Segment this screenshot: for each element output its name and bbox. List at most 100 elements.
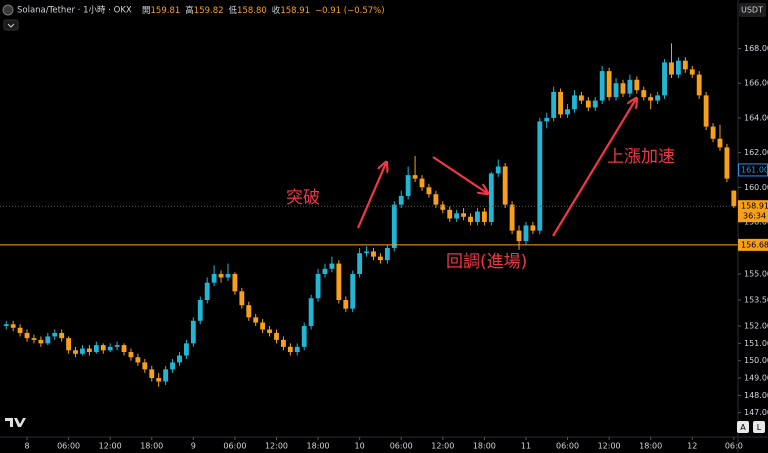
candle-body xyxy=(565,109,570,115)
collapse-button[interactable] xyxy=(3,19,19,31)
candle-body xyxy=(488,173,494,222)
price-label: 158.91 xyxy=(741,202,768,211)
candle-body xyxy=(675,60,681,75)
candle-body xyxy=(468,216,473,222)
x-axis: 8 06:00 12:00 18:00 9 06:00 12:00 18:00 10 06:00 1… xyxy=(24,437,743,451)
candle-body xyxy=(322,268,328,274)
x-tick-label: 12:00 xyxy=(265,442,288,451)
tradingview-logo xyxy=(5,418,26,427)
ohlc-label: 低 xyxy=(229,5,238,16)
candle-body xyxy=(267,329,272,333)
ohlc-value: 158.80 xyxy=(237,6,267,16)
y-tick-label: 164.00 xyxy=(744,113,768,122)
chart-title: Solana/Tether · 1小時 · OKX xyxy=(17,5,132,16)
candle-body xyxy=(530,225,536,231)
log-scale-button[interactable] xyxy=(753,421,765,433)
candle-body xyxy=(66,338,72,351)
change: −0.91 (−0.57%) xyxy=(315,6,385,16)
candle-body xyxy=(613,83,619,98)
candle-body xyxy=(225,273,231,278)
x-tick-label: 18:00 xyxy=(639,442,662,451)
candle-body xyxy=(378,256,383,261)
x-tick-label: 8 xyxy=(24,442,29,451)
candle-body xyxy=(627,79,633,94)
candle-body xyxy=(558,91,564,115)
candle-body xyxy=(537,121,543,231)
ohlc-label: 高 xyxy=(185,5,194,16)
price-label-box xyxy=(738,200,768,223)
candle-body xyxy=(218,273,224,278)
candle-body xyxy=(669,62,674,75)
candle-body xyxy=(461,213,467,217)
candle-body xyxy=(703,95,709,127)
candle-body xyxy=(163,369,169,382)
candle-body xyxy=(260,322,266,330)
x-tick-label: 10 xyxy=(355,442,365,451)
candle-body xyxy=(572,95,577,110)
annotation: 上漲加速 xyxy=(607,147,675,167)
x-tick-label: 18:00 xyxy=(140,442,163,451)
y-tick-label: 149.00 xyxy=(744,374,768,383)
collapse-icon xyxy=(7,23,15,28)
candle-body xyxy=(710,126,716,139)
ohlc-value: 158.91 xyxy=(280,6,310,16)
candle-body xyxy=(45,336,51,344)
x-tick-label: 06:0 xyxy=(725,442,743,451)
currency-button[interactable] xyxy=(739,3,766,17)
candle-body xyxy=(454,213,460,219)
x-tick-label: 12:00 xyxy=(598,442,621,451)
candle-body xyxy=(204,282,210,301)
candle-body xyxy=(10,324,16,328)
candle-body xyxy=(384,247,390,261)
candle-body xyxy=(509,204,515,231)
candle-body xyxy=(481,211,487,222)
x-tick-label: 18:00 xyxy=(307,442,330,451)
x-tick-label: 06:00 xyxy=(57,442,80,451)
candle-body xyxy=(232,273,238,292)
y-tick-label: 160.00 xyxy=(744,183,768,192)
annotation: 回調(進場) xyxy=(446,252,527,272)
ohlc-label: 開 xyxy=(142,6,151,16)
x-tick-label: 12:00 xyxy=(431,442,454,451)
candle-body xyxy=(17,327,23,333)
candle-body xyxy=(197,300,203,321)
candle-body xyxy=(93,345,99,353)
candle-body xyxy=(696,74,702,96)
y-tick-label: 168.00 xyxy=(744,44,768,53)
candle-body xyxy=(523,225,529,242)
candle-body xyxy=(433,194,439,205)
symbol-icon[interactable] xyxy=(2,4,14,16)
candle-body xyxy=(398,195,404,205)
candle-body xyxy=(135,357,141,363)
candle-body xyxy=(239,291,245,306)
candle-body xyxy=(634,79,640,91)
x-tick-label: 06:00 xyxy=(390,442,413,451)
y-tick-label: 152.00 xyxy=(744,322,768,331)
y-tick-label: 155.00 xyxy=(744,269,768,278)
candle-body xyxy=(648,97,654,101)
candle-body xyxy=(412,175,418,179)
ohlc-header: 開159.81 高159.82 低158.80 收158.91 −0.91 (−0.57… xyxy=(142,5,385,16)
candle-body xyxy=(301,326,307,347)
candle-body xyxy=(731,190,737,207)
plot-area xyxy=(0,43,738,387)
candle-body xyxy=(121,345,127,353)
y-tick-label: 150.00 xyxy=(744,356,768,365)
candle-body xyxy=(419,178,425,188)
candle-body xyxy=(156,378,162,382)
candle-body xyxy=(544,117,550,122)
candle-body xyxy=(447,209,453,219)
candle-body xyxy=(371,251,376,257)
auto-scale-button[interactable] xyxy=(737,421,749,433)
candle-body xyxy=(426,187,432,195)
candle-body xyxy=(280,339,286,347)
candle-body xyxy=(80,348,85,354)
y-axis: 168.00166.00164.00162.00160.00158.00155.… xyxy=(738,44,768,417)
annotation: 突破 xyxy=(286,188,320,208)
candle-body xyxy=(107,346,113,351)
candle-body xyxy=(620,83,626,94)
candle-body xyxy=(287,346,293,353)
y-tick-label: 153.50 xyxy=(744,296,768,305)
